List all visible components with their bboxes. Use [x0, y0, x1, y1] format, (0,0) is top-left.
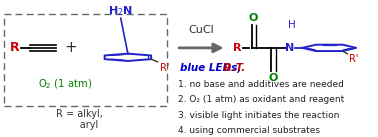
Text: CuCl: CuCl: [189, 25, 214, 35]
Text: R: R: [233, 43, 242, 53]
Text: blue LEDs,: blue LEDs,: [180, 63, 241, 73]
Text: O: O: [269, 72, 278, 82]
Text: H$_2$N: H$_2$N: [108, 5, 133, 18]
Text: 1. no base and additives are needed: 1. no base and additives are needed: [178, 80, 344, 89]
Text: 4. using commercial substrates: 4. using commercial substrates: [178, 126, 320, 135]
Text: O$_2$ (1 atm): O$_2$ (1 atm): [38, 77, 92, 91]
Text: R.T.: R.T.: [220, 63, 246, 73]
Text: R = alkyl,
      aryl: R = alkyl, aryl: [56, 109, 103, 130]
Text: O: O: [249, 13, 258, 23]
Text: R': R': [160, 62, 169, 72]
Text: H: H: [288, 20, 296, 30]
Text: R': R': [349, 54, 358, 64]
Text: R: R: [10, 41, 20, 54]
Text: N: N: [285, 43, 294, 53]
Text: +: +: [64, 40, 77, 55]
Text: 2. O₂ (1 atm) as oxidant and reagent: 2. O₂ (1 atm) as oxidant and reagent: [178, 95, 344, 104]
Text: 3. visible light initiates the reaction: 3. visible light initiates the reaction: [178, 111, 339, 120]
